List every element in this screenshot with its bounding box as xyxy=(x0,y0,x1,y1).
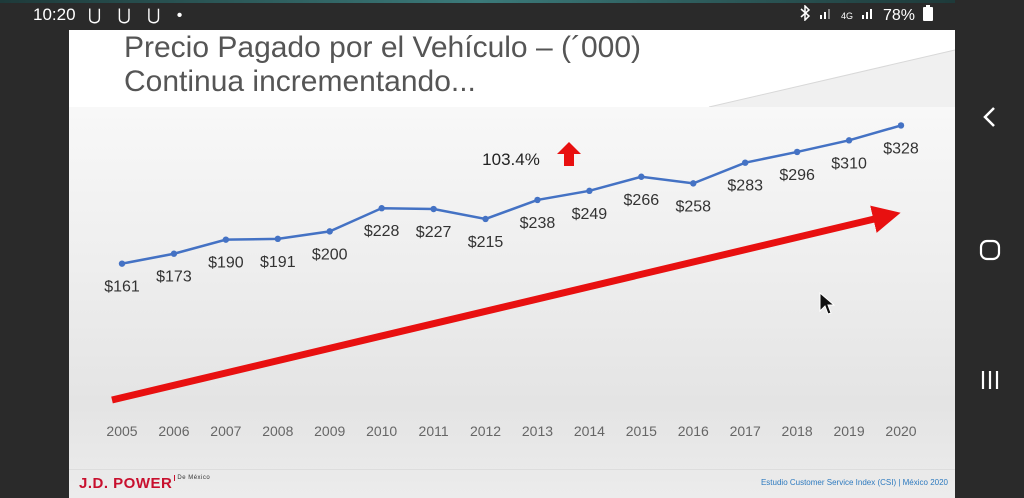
plot-area: $161 2005 $173 2006 $190 2007 $191 2008 $200 2009… xyxy=(104,122,919,439)
data-point xyxy=(378,205,385,212)
data-label: $227 xyxy=(416,224,452,241)
data-point xyxy=(586,187,593,195)
data-label: $238 xyxy=(520,215,556,232)
data-label: $249 xyxy=(572,206,608,223)
series-line xyxy=(121,124,902,265)
data-label: $161 xyxy=(104,279,140,296)
footer-divider xyxy=(69,469,955,470)
data-point xyxy=(845,137,853,144)
data-point xyxy=(534,196,541,204)
data-point xyxy=(482,215,489,223)
data-label: $228 xyxy=(364,223,400,240)
x-tick-label: 2017 xyxy=(730,423,761,439)
data-label: $200 xyxy=(312,246,348,263)
android-nav-bar xyxy=(955,0,1024,498)
x-tick-label: 2018 xyxy=(782,423,813,439)
data-point xyxy=(222,236,230,243)
notification-icons: ⋃ ⋃ ⋃ • xyxy=(88,7,189,24)
logo-subtext: De México xyxy=(174,475,210,481)
x-tick-label: 2009 xyxy=(314,423,345,439)
x-tick-label: 2020 xyxy=(885,423,916,439)
data-point xyxy=(326,228,333,235)
data-label: $310 xyxy=(831,155,867,172)
bluetooth-icon xyxy=(799,4,811,26)
jd-power-logo: J.D. POWER De México xyxy=(79,475,210,492)
title-line-1: Precio Pagado por el Vehículo – (´000) xyxy=(124,31,641,64)
growth-annotation: 103.4% xyxy=(482,150,540,169)
home-icon xyxy=(979,239,1000,261)
data-point xyxy=(742,159,749,166)
data-label: $173 xyxy=(156,269,192,286)
footer-source: Estudio Customer Service Index (CSI) | M… xyxy=(760,478,948,487)
data-label: $215 xyxy=(468,234,504,251)
recents-button[interactable] xyxy=(955,368,1024,399)
slide-title: Precio Pagado por el Vehículo – (´000) C… xyxy=(124,31,641,99)
data-point xyxy=(274,235,281,243)
x-tick-label: 2012 xyxy=(470,423,501,439)
data-point xyxy=(170,250,178,257)
data-label: $328 xyxy=(883,140,919,157)
x-tick-label: 2019 xyxy=(833,423,864,439)
x-tick-label: 2015 xyxy=(626,423,657,439)
up-arrow-icon xyxy=(557,142,581,166)
data-point xyxy=(793,148,801,156)
slide-header: Precio Pagado por el Vehículo – (´000) C… xyxy=(69,30,955,107)
data-label: $296 xyxy=(779,167,815,184)
data-point xyxy=(430,205,437,213)
title-line-2: Continua incrementando... xyxy=(124,65,476,98)
cell-signal-icon xyxy=(861,6,875,25)
home-button[interactable] xyxy=(955,238,1024,269)
mouse-cursor-icon xyxy=(819,292,835,315)
data-label: $258 xyxy=(675,198,711,215)
x-tick-label: 2016 xyxy=(678,423,709,439)
data-point xyxy=(690,180,697,187)
x-tick-label: 2010 xyxy=(366,423,397,439)
status-accent xyxy=(0,0,955,3)
status-time: 10:20 xyxy=(33,5,76,24)
data-point xyxy=(638,173,645,180)
data-label: $266 xyxy=(624,192,660,209)
x-tick-label: 2014 xyxy=(574,423,605,439)
data-label: $190 xyxy=(208,255,244,272)
status-bar: 10:20 ⋃ ⋃ ⋃ • 4G 78% xyxy=(0,0,955,30)
data-point xyxy=(118,260,126,267)
wifi-signal-icon xyxy=(819,6,833,25)
recents-icon xyxy=(981,371,998,389)
data-label: $283 xyxy=(727,178,763,195)
x-tick-label: 2006 xyxy=(158,423,189,439)
trend-arrow xyxy=(111,205,901,404)
chevron-left-icon xyxy=(982,107,995,127)
data-label: $191 xyxy=(260,254,296,271)
battery-icon xyxy=(923,5,933,26)
x-tick-label: 2013 xyxy=(522,423,553,439)
logo-text: J.D. POWER xyxy=(79,475,173,492)
header-wedge xyxy=(708,49,955,107)
x-tick-label: 2011 xyxy=(419,423,449,439)
x-tick-label: 2005 xyxy=(106,423,137,439)
back-button[interactable] xyxy=(955,105,1024,136)
x-tick-label: 2008 xyxy=(262,423,293,439)
status-right: 4G 78% xyxy=(799,4,933,26)
presentation-slide: Precio Pagado por el Vehículo – (´000) C… xyxy=(69,30,955,498)
x-tick-label: 2007 xyxy=(210,423,241,439)
network-type-label: 4G xyxy=(840,10,853,21)
line-chart: $161 2005 $173 2006 $190 2007 $191 2008 $200 2009… xyxy=(104,122,919,439)
data-point xyxy=(897,122,905,129)
battery-percent: 78% xyxy=(882,6,915,24)
